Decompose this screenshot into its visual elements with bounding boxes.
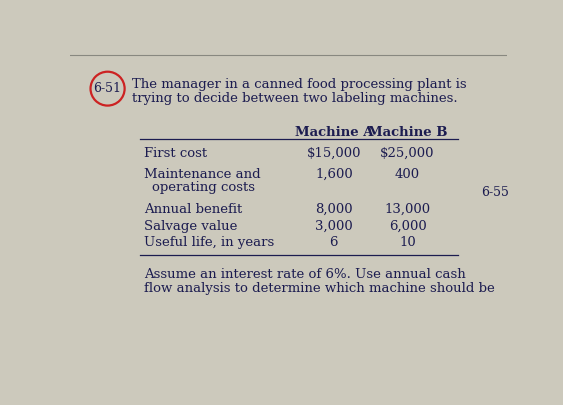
Text: Machine B: Machine B	[368, 126, 447, 139]
Text: 6,000: 6,000	[388, 220, 426, 232]
Text: 8,000: 8,000	[315, 202, 352, 215]
Text: Machine A: Machine A	[294, 126, 373, 139]
Text: 6-55: 6-55	[481, 185, 509, 199]
Text: 6-51: 6-51	[93, 82, 122, 95]
Text: 400: 400	[395, 168, 420, 181]
Text: Salvage value: Salvage value	[144, 220, 238, 232]
Text: operating costs: operating costs	[152, 181, 254, 194]
Text: 13,000: 13,000	[385, 202, 431, 215]
Text: $25,000: $25,000	[380, 147, 435, 160]
Text: 1,600: 1,600	[315, 168, 353, 181]
Text: trying to decide between two labeling machines.: trying to decide between two labeling ma…	[132, 92, 458, 105]
Text: Useful life, in years: Useful life, in years	[144, 237, 274, 249]
Text: Maintenance and: Maintenance and	[144, 168, 261, 181]
Text: flow analysis to determine which machine should be: flow analysis to determine which machine…	[144, 282, 495, 295]
Text: 3,000: 3,000	[315, 220, 353, 232]
Text: The manager in a canned food processing plant is: The manager in a canned food processing …	[132, 78, 467, 91]
Text: 6: 6	[329, 237, 338, 249]
Text: First cost: First cost	[144, 147, 207, 160]
Text: 10: 10	[399, 237, 416, 249]
Text: Assume an interest rate of 6%. Use annual cash: Assume an interest rate of 6%. Use annua…	[144, 268, 466, 281]
Text: Annual benefit: Annual benefit	[144, 202, 242, 215]
Text: $15,000: $15,000	[307, 147, 361, 160]
